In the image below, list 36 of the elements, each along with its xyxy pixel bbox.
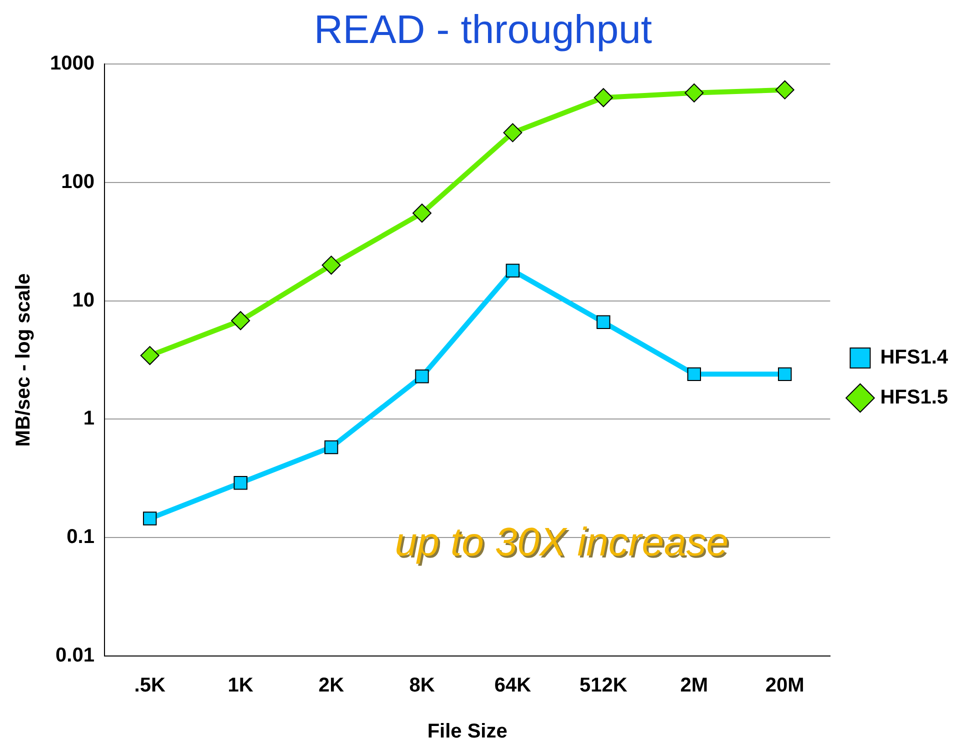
point xyxy=(684,83,704,102)
y-tick-label: 0.1 xyxy=(66,526,94,548)
point xyxy=(412,204,432,223)
annotation: up to 30X increase xyxy=(396,522,730,566)
point xyxy=(506,264,520,278)
point xyxy=(324,440,338,454)
point xyxy=(778,367,792,382)
y-tick-label: 1000 xyxy=(50,52,94,75)
x-tick-label: 64K xyxy=(494,674,532,697)
x-tick-label: .5K xyxy=(134,674,166,697)
point xyxy=(140,346,160,366)
x-tick-label: 2M xyxy=(680,674,708,697)
point xyxy=(503,123,522,142)
point xyxy=(322,256,341,275)
point xyxy=(594,88,613,108)
point xyxy=(234,476,248,490)
x-axis-title: File Size xyxy=(427,720,508,743)
y-tick-label: 10 xyxy=(72,289,94,312)
point xyxy=(142,512,157,526)
legend-label: HFS1.5 xyxy=(880,386,948,409)
point xyxy=(231,311,250,330)
point xyxy=(687,367,701,382)
y-tick-label: 100 xyxy=(61,170,94,193)
legend-label: HFS1.4 xyxy=(880,346,949,369)
y-axis-title: MB/sec - log scale xyxy=(12,273,35,447)
point xyxy=(775,80,794,100)
x-tick-label: 8K xyxy=(409,674,436,697)
chart-title: READ - throughput xyxy=(314,8,652,52)
x-tick-label: 1K xyxy=(228,674,254,697)
y-tick-label: 0.01 xyxy=(56,644,94,667)
x-tick-label: 512K xyxy=(580,674,628,697)
x-tick-label: 20M xyxy=(765,674,804,697)
point xyxy=(415,370,429,384)
x-tick-label: 2K xyxy=(318,674,345,697)
y-tick-label: 1 xyxy=(83,408,94,430)
point xyxy=(596,315,610,330)
